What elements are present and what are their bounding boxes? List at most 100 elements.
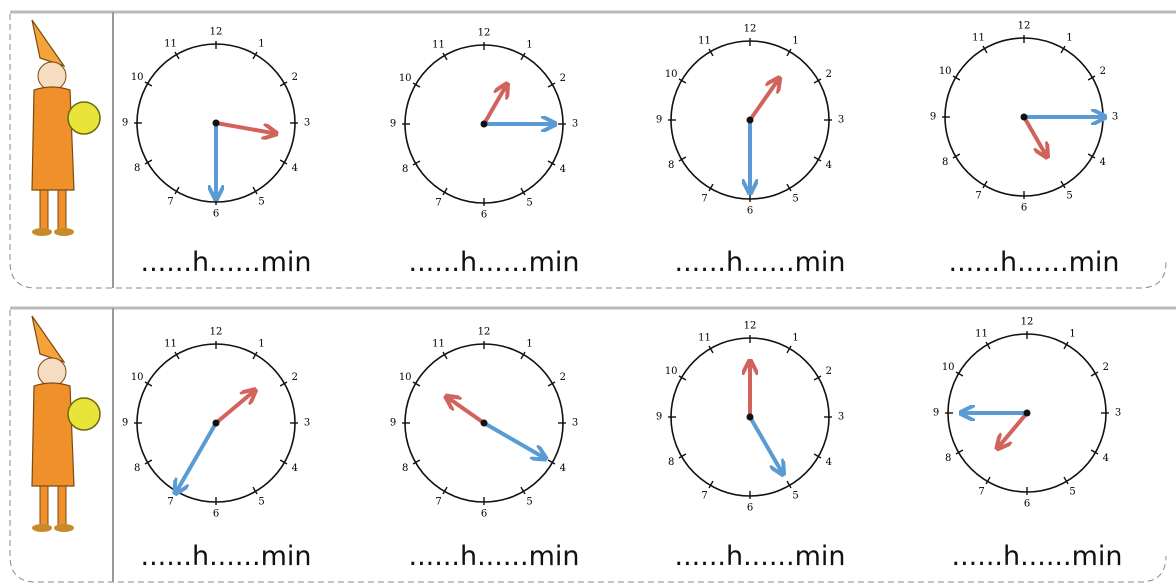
hour-number: 8 <box>402 164 408 175</box>
hour-tick <box>412 82 421 88</box>
hour-tick <box>252 486 258 495</box>
hour-tick <box>412 160 421 166</box>
hour-number: 10 <box>665 69 678 80</box>
hour-tick <box>1090 371 1099 377</box>
hour-number: 9 <box>122 118 128 129</box>
hour-tick <box>520 486 526 495</box>
hour-number: 9 <box>930 112 936 123</box>
hour-tick <box>1090 449 1099 455</box>
hour-number: 2 <box>1100 66 1106 77</box>
hour-number: 3 <box>1112 112 1118 123</box>
hour-tick <box>708 345 714 354</box>
hour-number: 11 <box>432 40 445 51</box>
hour-tick <box>279 459 288 465</box>
answer-line: ......h......min <box>140 247 311 278</box>
hour-number: 8 <box>942 157 948 168</box>
hour-tick <box>952 153 961 159</box>
hour-number: 1 <box>1069 329 1075 340</box>
hour-number: 1 <box>792 333 798 344</box>
hour-number: 7 <box>167 196 173 207</box>
hour-number: 7 <box>701 193 707 204</box>
hour-number: 1 <box>258 339 264 350</box>
hour-number: 2 <box>826 69 832 80</box>
clock-center <box>1023 409 1031 417</box>
hour-tick <box>520 187 526 196</box>
hour-number: 11 <box>698 333 711 344</box>
hour-tick <box>144 159 153 165</box>
hour-tick <box>1087 153 1096 159</box>
hour-tick <box>813 78 822 84</box>
hour-number: 5 <box>526 197 532 208</box>
clock-center <box>480 120 488 128</box>
hour-number: 5 <box>526 496 532 507</box>
hour-number: 1 <box>258 39 264 50</box>
hour-tick <box>955 371 964 377</box>
hour-number: 9 <box>656 115 662 126</box>
hour-number: 12 <box>1018 21 1031 32</box>
hour-tick <box>252 351 258 360</box>
hour-number: 8 <box>134 463 140 474</box>
hour-number: 9 <box>933 408 939 419</box>
hour-tick <box>279 381 288 387</box>
hour-tick <box>442 187 448 196</box>
hour-tick <box>252 186 258 195</box>
hour-number: 10 <box>131 372 144 383</box>
clock-center <box>480 419 488 427</box>
hour-tick <box>1060 180 1066 189</box>
hour-number: 12 <box>478 327 491 338</box>
hour-tick <box>144 459 153 465</box>
hour-hand <box>214 121 275 133</box>
hour-tick <box>252 51 258 60</box>
hour-number: 7 <box>435 496 441 507</box>
clock-center <box>212 419 220 427</box>
hour-tick <box>279 81 288 87</box>
hour-tick <box>442 52 448 61</box>
hour-number: 7 <box>167 496 173 507</box>
hour-tick <box>1060 45 1066 54</box>
answer-line: ......h......min <box>674 247 845 278</box>
hour-number: 11 <box>164 39 177 50</box>
hour-tick <box>982 45 988 54</box>
panel-1 <box>9 10 1176 289</box>
wizard-icon <box>31 315 101 533</box>
hour-number: 4 <box>1103 453 1109 464</box>
hour-tick <box>412 459 421 465</box>
answer-line: ......h......min <box>674 541 845 572</box>
hour-number: 11 <box>698 36 711 47</box>
hour-number: 3 <box>304 418 310 429</box>
answer-line: ......h......min <box>951 541 1122 572</box>
hour-tick <box>1063 341 1069 350</box>
hour-number: 10 <box>399 372 412 383</box>
hour-tick <box>678 375 687 381</box>
hour-tick <box>985 341 991 350</box>
hour-tick <box>813 375 822 381</box>
hour-number: 4 <box>826 457 832 468</box>
hour-hand <box>214 391 254 425</box>
hour-number: 4 <box>560 463 566 474</box>
hour-tick <box>813 156 822 162</box>
hour-number: 9 <box>656 412 662 423</box>
hour-tick <box>708 480 714 489</box>
hour-tick <box>442 351 448 360</box>
minute-hand <box>482 421 545 458</box>
hour-tick <box>144 81 153 87</box>
hour-number: 6 <box>213 509 219 520</box>
hour-tick <box>442 486 448 495</box>
hour-number: 1 <box>792 36 798 47</box>
hour-tick <box>1087 75 1096 81</box>
hour-number: 1 <box>1066 33 1072 44</box>
hour-tick <box>952 75 961 81</box>
hour-number: 1 <box>526 40 532 51</box>
hour-number: 7 <box>975 190 981 201</box>
hour-hand <box>748 79 779 122</box>
hour-tick <box>985 476 991 485</box>
hour-number: 2 <box>560 372 566 383</box>
hour-number: 6 <box>213 209 219 220</box>
